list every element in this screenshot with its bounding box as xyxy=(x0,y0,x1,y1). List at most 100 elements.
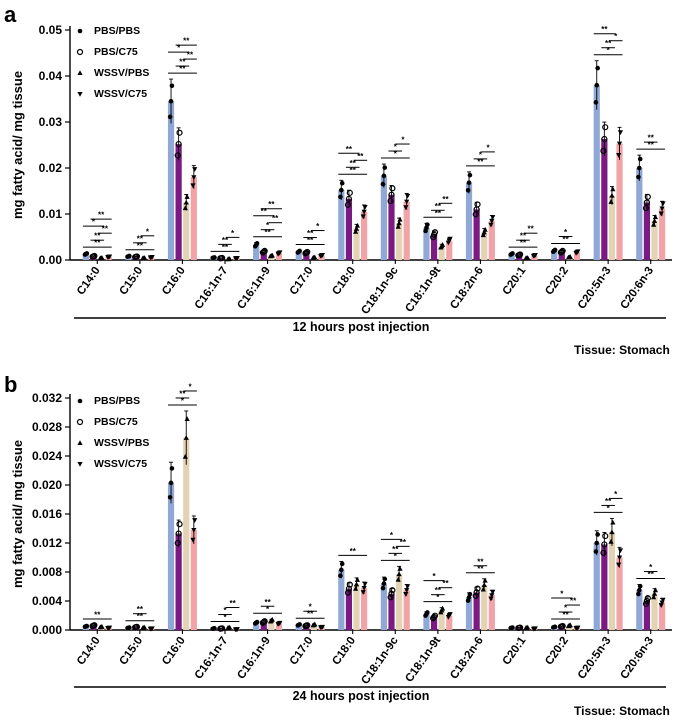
data-point xyxy=(191,527,197,533)
data-point xyxy=(404,193,411,199)
data-point xyxy=(465,187,471,193)
significance-label: ** xyxy=(400,538,407,547)
data-point xyxy=(403,592,409,597)
data-point xyxy=(396,220,402,226)
data-point xyxy=(474,585,481,592)
data-point xyxy=(353,586,359,591)
data-point xyxy=(594,540,600,546)
bar xyxy=(659,208,666,260)
data-point xyxy=(439,605,446,611)
legend-marker xyxy=(77,440,83,445)
x-tick-label: C14:0 xyxy=(75,635,103,668)
data-point xyxy=(175,530,182,537)
data-point xyxy=(600,549,607,556)
data-point xyxy=(516,624,524,631)
significance-label: ** xyxy=(527,225,534,234)
data-point xyxy=(510,251,515,256)
data-point xyxy=(190,537,196,543)
data-point xyxy=(532,626,538,632)
data-point xyxy=(133,623,141,630)
significance-label: ** xyxy=(307,610,314,619)
significance-label: * xyxy=(394,552,398,561)
data-point xyxy=(277,250,283,256)
bar xyxy=(608,195,616,260)
bar xyxy=(345,198,353,260)
data-point xyxy=(636,174,641,180)
data-point xyxy=(593,549,599,554)
data-point xyxy=(637,587,642,593)
bar xyxy=(659,602,666,630)
legend-entry: PBS/C75 xyxy=(94,46,138,58)
bar xyxy=(388,593,395,630)
significance-label: ** xyxy=(562,235,569,244)
data-point xyxy=(567,622,573,628)
bar xyxy=(361,587,368,630)
data-point xyxy=(353,225,360,231)
data-point xyxy=(254,241,260,246)
data-point xyxy=(192,518,198,523)
legend-entry: WSSV/C75 xyxy=(94,88,147,100)
legend-entry: PBS/C75 xyxy=(94,416,138,428)
bar xyxy=(190,529,197,630)
data-point xyxy=(362,204,368,210)
data-point xyxy=(277,620,283,626)
data-point xyxy=(651,590,658,596)
bar xyxy=(380,175,387,260)
significance-label: * xyxy=(486,143,490,152)
data-point xyxy=(644,595,651,602)
bar xyxy=(190,177,197,260)
x-tick-label: C15:0 xyxy=(118,635,146,668)
bar xyxy=(260,622,267,630)
data-point xyxy=(127,253,132,259)
significance-label: ** xyxy=(94,239,101,248)
data-point xyxy=(176,129,183,136)
significance-label: * xyxy=(394,150,398,159)
bar xyxy=(183,437,190,630)
legend-marker xyxy=(77,462,83,467)
bar xyxy=(608,532,616,630)
chart-panel-a: 0.00 0.01 0.02 0.03 0.04 0.05 mg fatty acid/ m… xyxy=(10,23,672,357)
data-point xyxy=(651,218,658,223)
data-point xyxy=(489,593,495,598)
data-point xyxy=(389,185,396,192)
y-tick-label: 0.020 xyxy=(32,478,62,492)
x-tick-label: C16:0 xyxy=(160,635,188,668)
significance-label: * xyxy=(146,227,150,236)
data-point xyxy=(644,193,651,200)
bar xyxy=(403,201,410,260)
significance-label: ** xyxy=(477,564,484,573)
tissue-label: Tissue: Stomach xyxy=(574,704,670,718)
y-tick-label: 0.03 xyxy=(39,115,63,129)
data-point xyxy=(106,625,113,631)
data-point xyxy=(380,585,386,591)
data-point xyxy=(387,197,394,205)
bar xyxy=(260,251,267,260)
data-point xyxy=(149,626,155,632)
data-point xyxy=(637,156,643,162)
bar xyxy=(473,209,480,260)
significance-label: ** xyxy=(261,207,268,216)
data-point xyxy=(467,591,473,597)
significance-label: ** xyxy=(648,570,655,579)
legend-marker xyxy=(77,92,83,97)
data-point xyxy=(167,494,173,500)
data-point xyxy=(141,624,148,630)
data-point xyxy=(616,141,623,147)
data-point xyxy=(617,130,624,136)
data-point xyxy=(91,252,98,260)
data-point xyxy=(559,247,566,255)
significance-label: * xyxy=(231,229,235,238)
data-point xyxy=(404,584,411,590)
data-point xyxy=(516,251,524,258)
data-point xyxy=(473,589,480,596)
data-point xyxy=(319,252,326,258)
significance-label: * xyxy=(607,504,611,513)
bar xyxy=(275,623,283,630)
y-tick-label: 0.04 xyxy=(39,69,63,83)
data-point xyxy=(482,577,488,583)
y-tick-label: 0.01 xyxy=(39,207,63,221)
data-point xyxy=(353,228,359,234)
data-point xyxy=(254,619,260,625)
data-point xyxy=(525,624,531,630)
